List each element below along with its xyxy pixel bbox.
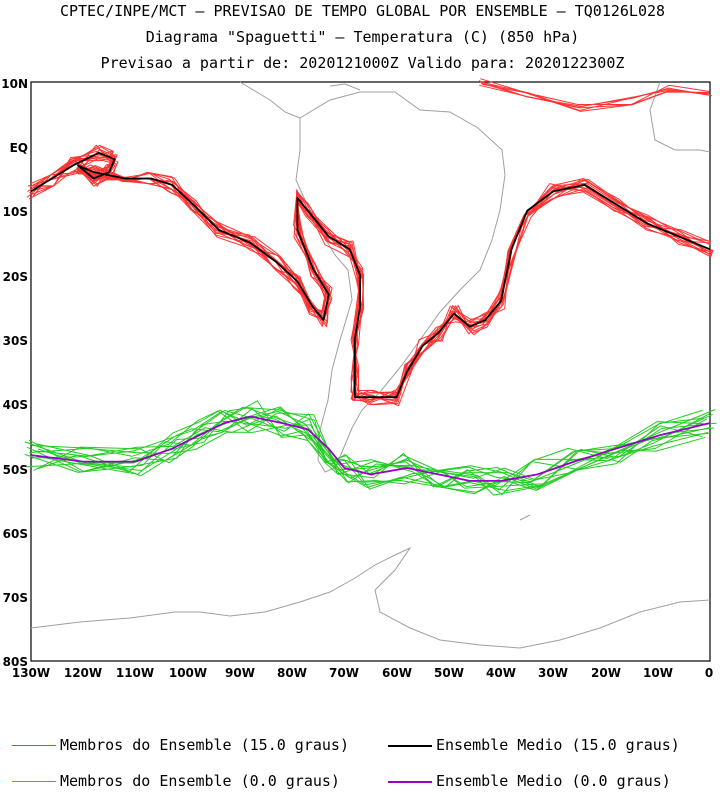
lat-label: 30S <box>3 334 28 348</box>
warm-member-line <box>34 144 714 400</box>
legend-warm-mean: Ensemble Medio (15.0 graus) <box>388 735 680 755</box>
cold-member-contours <box>24 400 717 496</box>
cold-mean-contour <box>30 415 711 482</box>
cold-member-line <box>37 407 711 491</box>
lon-label: 80W <box>277 666 307 680</box>
legend-label: Membros do Ensemble (15.0 graus) <box>60 736 349 754</box>
lat-label: 70S <box>3 591 28 605</box>
lon-label: 0 <box>705 666 713 680</box>
lon-label: 50W <box>434 666 464 680</box>
warm-mean-line <box>30 151 711 399</box>
cold-member-line <box>31 409 703 480</box>
lon-label: 20W <box>591 666 621 680</box>
cold-member-line <box>37 415 715 492</box>
cold-member-line <box>33 415 706 490</box>
central-america-coastline <box>239 81 301 119</box>
warm-member-line <box>480 78 710 105</box>
warm-member-contours <box>26 78 714 407</box>
warm-member-line <box>28 147 713 407</box>
lon-label: 70W <box>329 666 359 680</box>
legend-cold-members: Membros do Ensemble (0.0 graus) <box>12 771 340 791</box>
latitude-labels: 10N EQ 10S 20S 30S 40S 50S 60S 70S 80S <box>1 77 28 669</box>
title-line-1: CPTEC/INPE/MCT — PREVISAO DE TEMPO GLOBA… <box>59 2 666 20</box>
warm-member-line <box>481 83 710 112</box>
legend-label: Ensemble Medio (0.0 graus) <box>436 772 671 790</box>
lat-label: 50S <box>3 463 28 477</box>
legend-label: Membros do Ensemble (0.0 graus) <box>60 772 340 790</box>
longitude-labels: 130W 120W 110W 100W 90W 80W 70W 60W 50W … <box>12 666 713 680</box>
lat-label: EQ <box>10 141 28 155</box>
spaghetti-map: 10N EQ 10S 20S 30S 40S 50S 60S 70S 80S 1… <box>1 77 717 680</box>
antarctica-coastline <box>30 546 711 649</box>
south-america-coastline <box>295 91 506 473</box>
legend-swatch-purple <box>388 780 432 783</box>
warm-mean-contour <box>30 151 711 399</box>
warm-member-line <box>479 84 710 109</box>
lon-label: 10W <box>643 666 673 680</box>
warm-member-line <box>32 157 714 402</box>
cold-mean-line <box>30 415 711 482</box>
map-frame <box>30 81 711 662</box>
lat-label: 40S <box>3 398 28 412</box>
cold-member-line <box>28 408 710 491</box>
lon-label: 120W <box>64 666 102 680</box>
lon-label: 90W <box>225 666 255 680</box>
warm-member-line <box>29 146 712 399</box>
warm-member-line <box>31 149 711 405</box>
warm-member-line <box>32 154 713 395</box>
warm-member-line <box>31 150 713 401</box>
land-outlines <box>30 81 711 649</box>
legend-cold-mean: Ensemble Medio (0.0 graus) <box>388 771 671 791</box>
lat-label: 20S <box>3 270 28 284</box>
lon-label: 60W <box>382 666 412 680</box>
lat-label: 10N <box>1 77 28 91</box>
lat-label: 10S <box>3 205 28 219</box>
cold-member-line <box>35 406 712 488</box>
lon-label: 30W <box>538 666 568 680</box>
warm-member-line <box>33 150 712 406</box>
lat-label: 60S <box>3 527 28 541</box>
cold-member-line <box>29 410 713 495</box>
legend-swatch-red <box>12 745 56 746</box>
lat-label: 80S <box>3 655 28 669</box>
title-line-3: Previsao a partir de: 2020121000Z Valido… <box>100 54 625 72</box>
lon-label: 130W <box>12 666 50 680</box>
warm-member-line <box>30 152 713 406</box>
warm-member-line <box>34 152 711 401</box>
lon-label: 100W <box>169 666 207 680</box>
legend-label: Ensemble Medio (15.0 graus) <box>436 736 680 754</box>
legend-warm-members: Membros do Ensemble (15.0 graus) <box>12 735 349 755</box>
legend-swatch-green <box>12 781 56 782</box>
south-georgia <box>519 514 531 521</box>
title-line-2: Diagrama "Spaguetti" — Temperatura (C) (… <box>145 28 580 46</box>
lon-label: 110W <box>116 666 154 680</box>
lon-label: 40W <box>486 666 516 680</box>
caribbean-islands <box>329 83 361 91</box>
warm-member-line <box>29 144 711 403</box>
africa-coastline <box>649 81 711 153</box>
legend-swatch-black <box>388 744 432 747</box>
